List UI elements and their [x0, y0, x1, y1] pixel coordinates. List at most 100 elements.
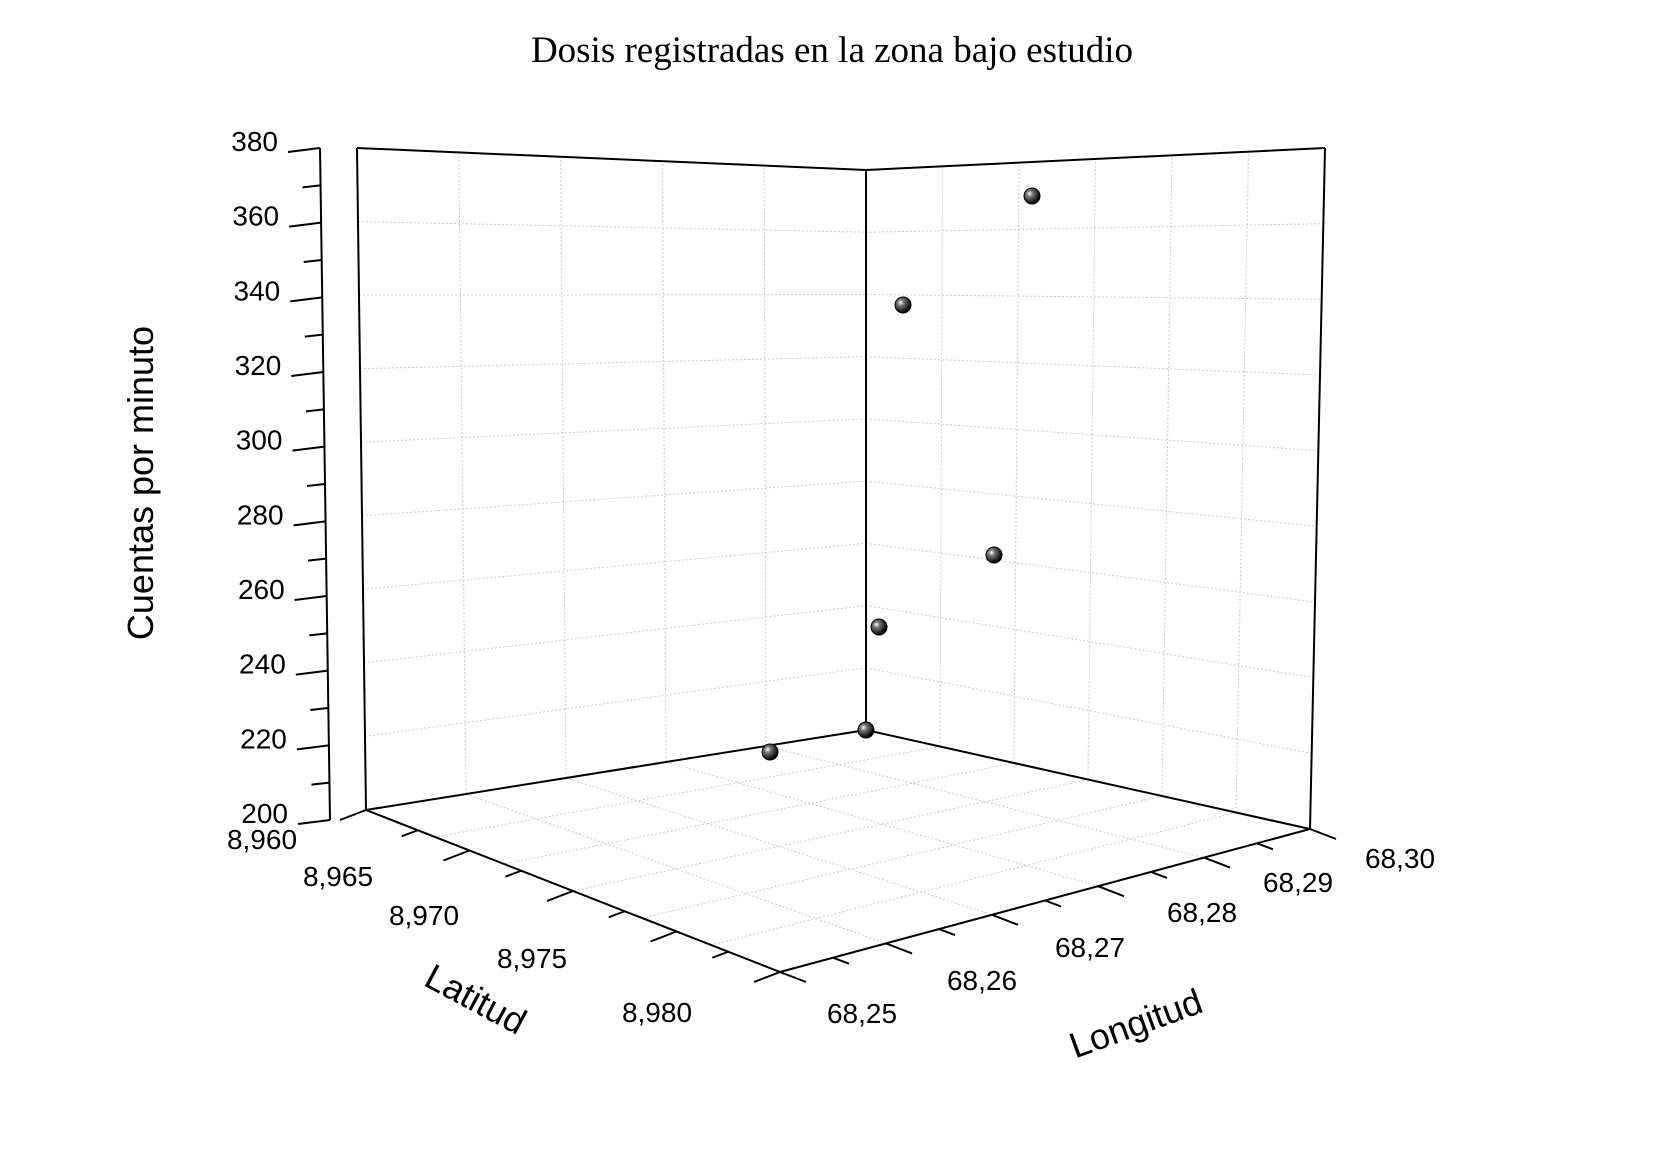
gridline-left-wall-vertical [763, 165, 767, 747]
data-point [870, 618, 888, 636]
y-tick [991, 913, 1019, 926]
data-points [761, 187, 1041, 761]
y-tick-label: 68,30 [1365, 843, 1435, 874]
gridline-floor [665, 761, 1099, 887]
z-tick-label: 220 [240, 723, 287, 754]
z-minor-tick [308, 557, 327, 562]
x-tick [339, 809, 367, 821]
y-tick-label: 68,28 [1167, 897, 1237, 928]
gridline-floor [434, 746, 941, 838]
x-minor-tick [711, 950, 729, 959]
x-tick [753, 971, 781, 983]
x-tick [443, 849, 470, 862]
z-tick [291, 371, 324, 377]
y-tick [779, 971, 807, 983]
y-minor-tick [1256, 842, 1274, 851]
z-tick-label: 280 [237, 499, 284, 530]
y-tick [1309, 828, 1337, 840]
z-minor-tick [305, 408, 324, 413]
data-point [857, 721, 875, 739]
axis-frame [319, 147, 1326, 973]
z-tick [288, 221, 322, 228]
gridline-floor [503, 762, 1015, 865]
left-vertical-edge [356, 147, 367, 811]
y-tick [885, 942, 913, 955]
gridline-left-wall-vertical [661, 161, 667, 763]
gridline-left-wall [361, 480, 867, 517]
floor-back-left-edge [365, 729, 867, 811]
x-tick-label: 8,960 [227, 824, 297, 855]
z-minor-tick [311, 781, 330, 786]
z-tick-label: 340 [234, 275, 281, 306]
z-tick [287, 147, 321, 153]
y-minor-tick [1044, 899, 1062, 908]
z-minor-tick [304, 333, 323, 338]
chart-title: Dosis registradas en la zona bajo estudi… [531, 30, 1133, 71]
y-minor-tick [1150, 870, 1168, 879]
gridline-floor [710, 812, 1237, 946]
gridline-left-wall [364, 667, 867, 737]
z-tick [297, 819, 331, 825]
grid-layer [356, 147, 1326, 946]
y-tick [1097, 885, 1125, 898]
y-minor-tick [832, 956, 850, 965]
x-tick-label: 8,975 [497, 943, 567, 974]
top-left-edge [356, 147, 867, 171]
gridline-left-wall-vertical [458, 152, 467, 795]
z-minor-tick [309, 632, 328, 637]
z-minor-tick [306, 483, 326, 487]
x-minor-tick [401, 829, 419, 838]
y-tick-label: 68,29 [1263, 867, 1333, 898]
z-tick-label: 240 [239, 649, 286, 680]
floor-back-right-edge [865, 729, 1311, 830]
y-minor-tick [938, 928, 956, 937]
gridline-right-wall-vertical [1013, 162, 1020, 764]
gridline-right-wall [865, 223, 1324, 233]
gridline-right-wall [865, 480, 1317, 527]
z-minor-tick [310, 707, 329, 711]
gridline-right-wall [865, 418, 1319, 452]
z-tick-label: 320 [235, 350, 282, 381]
y-tick-label: 68,25 [827, 998, 897, 1029]
data-point [1023, 187, 1041, 205]
z-tick-label: 200 [241, 798, 288, 829]
y-axis-label: Longitud [1064, 980, 1208, 1066]
data-point [761, 743, 779, 761]
x-tick-label: 8,980 [622, 997, 692, 1028]
gridline-floor [641, 795, 1163, 919]
gridline-right-wall-vertical [1235, 151, 1249, 813]
x-minor-tick [504, 869, 522, 878]
y-tick-label: 68,27 [1055, 932, 1125, 963]
gridline-left-wall [357, 221, 867, 233]
z-tick-label: 260 [238, 574, 285, 605]
top-right-edge [865, 147, 1326, 171]
z-tick [296, 744, 330, 751]
gridline-left-wall [363, 605, 867, 664]
z-minor-tick [302, 184, 321, 189]
gridline-right-wall [865, 605, 1314, 679]
tick-layer: 200 220 240 260 280 300 320 340 360 380 8,9608,965… [227, 126, 1435, 1029]
z-tick-label: 300 [236, 425, 283, 456]
gridline-left-wall [360, 418, 867, 443]
gridline-right-wall [865, 542, 1316, 603]
x-minor-tick [608, 910, 626, 919]
x-tick-label: 8,970 [389, 900, 459, 931]
z-tick [295, 669, 328, 676]
z-tick-label: 380 [231, 126, 278, 157]
right-vertical-edge [1309, 147, 1326, 830]
gridline-left-wall [359, 356, 867, 370]
gridline-right-wall-vertical [1161, 155, 1173, 797]
z-tick [292, 445, 325, 452]
x-tick [546, 890, 574, 902]
z-minor-tick [303, 259, 322, 263]
y-tick-label: 68,26 [947, 965, 1017, 996]
gridline-right-wall-vertical [939, 166, 943, 747]
z-tick [290, 296, 323, 303]
z-tick [294, 595, 327, 601]
z-tick-label: 360 [232, 201, 279, 232]
z-tick [293, 520, 326, 527]
x-tick [650, 930, 677, 943]
gridline-right-wall-vertical [1087, 158, 1096, 780]
z-axis-label: Cuentas por minuto [120, 326, 161, 640]
